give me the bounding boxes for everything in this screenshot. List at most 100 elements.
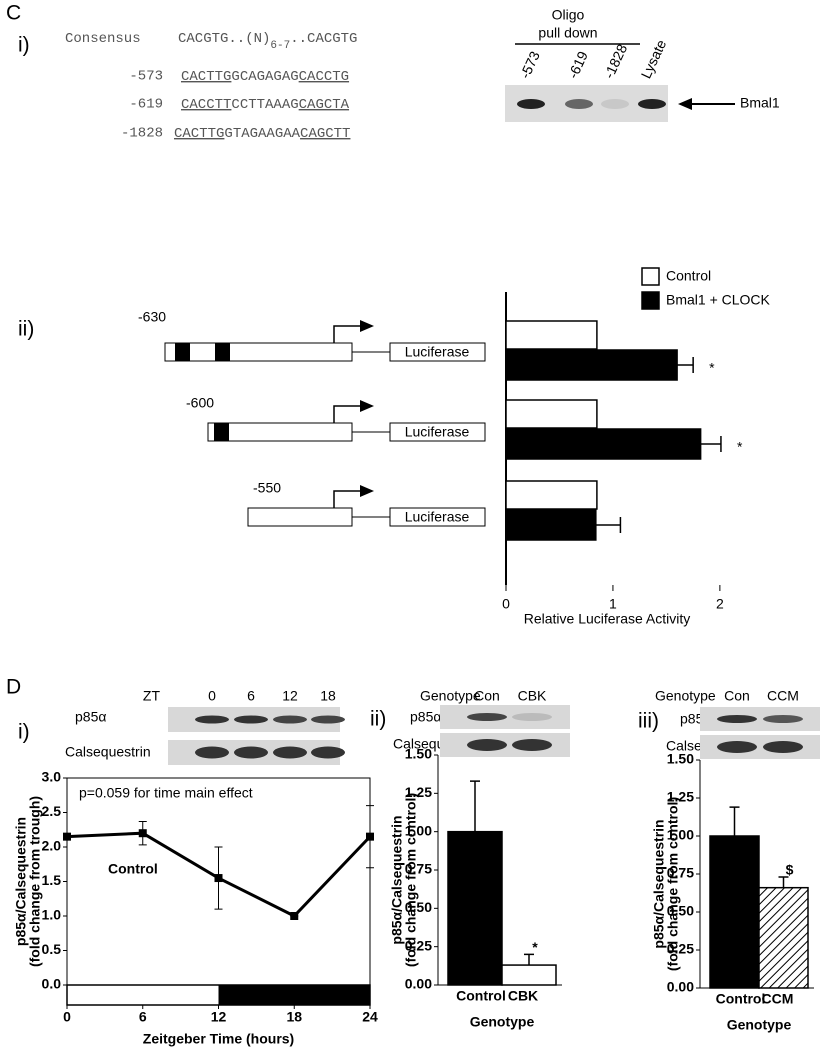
band [273, 715, 307, 724]
significance: * [737, 439, 743, 455]
x-tick-label: 18 [286, 1009, 302, 1025]
y-tick-label: 0.5 [42, 941, 62, 957]
band [638, 99, 666, 109]
lane-label: -619 [565, 48, 591, 80]
band [467, 713, 507, 721]
tss-arrow [333, 490, 362, 508]
reporter [389, 342, 486, 362]
point [63, 832, 71, 841]
lane-label: -573 [517, 48, 543, 80]
band-label: Bmal1 [740, 95, 780, 111]
legend-swatch [641, 267, 660, 286]
band [311, 715, 345, 724]
blot-header: ZT [143, 688, 161, 704]
blot-column: 0 [208, 688, 216, 704]
e-box [175, 343, 190, 361]
point [214, 874, 223, 883]
y-tick-label: 1.0 [42, 907, 62, 923]
point [138, 829, 147, 838]
panel-label: D [6, 676, 21, 699]
error-bar [700, 436, 722, 452]
bar [447, 830, 503, 986]
bar [505, 349, 678, 381]
blot-column: CBK [518, 688, 547, 704]
lane-label: -1828 [601, 41, 631, 80]
seq-part: CACCTG [299, 69, 349, 85]
legend-swatch [641, 291, 660, 310]
bar [505, 480, 598, 510]
seq-part: CAGCTT [300, 126, 350, 142]
y-axis-title: p85α/Calsequestrin [651, 819, 667, 948]
band [517, 99, 545, 109]
e-box [215, 343, 230, 361]
error-bar [524, 953, 534, 966]
blot-row: p85α [410, 709, 441, 725]
seq-part: GTAGAAGAA [224, 126, 300, 142]
construct-start: -550 [253, 480, 281, 496]
y-tick-label: 1.00 [667, 827, 694, 843]
y-tick-label: 1.00 [405, 822, 432, 838]
dark-period [218, 985, 370, 1005]
arrow-head [678, 98, 692, 110]
legend-label: Control [666, 268, 711, 284]
band [273, 746, 307, 759]
x-axis-title: Relative Luciferase Activity [524, 611, 691, 627]
tss-arrow [333, 325, 362, 343]
e-box [214, 423, 229, 441]
consensus-seq: ..CACGTG [290, 31, 357, 47]
band [512, 739, 552, 751]
y-tick-label: 0.50 [405, 899, 432, 915]
tss-arrow-head [360, 485, 374, 497]
seq-part: CAGCTA [299, 97, 350, 113]
part-label: ii) [18, 318, 34, 341]
reporter-label: Luciferase [405, 344, 470, 360]
y-axis-title: p85α/Calsequestrin [13, 817, 29, 946]
construct-start: -630 [138, 309, 166, 325]
y-tick-label: 2.0 [42, 838, 62, 854]
error-bar [778, 876, 789, 888]
construct-start: -600 [186, 395, 214, 411]
reporter [389, 507, 486, 527]
y-tick-label: 1.50 [405, 746, 432, 762]
bar [758, 886, 809, 989]
band [763, 715, 803, 723]
blot-column: 12 [282, 688, 298, 704]
annotation: p=0.059 for time main effect [79, 785, 253, 801]
part-label: i) [18, 34, 30, 57]
x-tick-label: 24 [362, 1009, 378, 1025]
blot-column: 6 [247, 688, 255, 704]
band [717, 715, 757, 723]
seq-part: CCTTAAAG [231, 97, 298, 113]
x-tick-label: 12 [211, 1009, 227, 1025]
y-axis-title: (fold change from trough) [27, 796, 43, 967]
y-tick-label: 1.50 [667, 751, 694, 767]
band [763, 741, 803, 753]
sequence: CACTTGGCAGAGAGCACCTG [181, 69, 349, 85]
blot-column: CCM [767, 688, 799, 704]
legend-label: Bmal1 + CLOCK [666, 292, 771, 308]
seq-part: CACCTT [181, 97, 231, 113]
band [467, 739, 507, 751]
y-axis-title: p85α/Calsequestrin [389, 815, 405, 944]
part-label: i) [18, 721, 30, 744]
error-bar [595, 517, 622, 533]
y-tick-label: 0.25 [667, 941, 694, 957]
sequence: CACCTTCCTTAAAGCAGCTA [181, 97, 350, 113]
band [565, 99, 593, 109]
band [234, 746, 268, 759]
blot-title: pull down [538, 25, 597, 41]
y-axis-title: (fold change from control) [403, 793, 419, 967]
bar [505, 509, 597, 541]
y-tick-label: 0.75 [667, 865, 694, 881]
x-tick-label: Control [456, 988, 506, 1004]
consensus-seq: CACGTG..(N) [178, 31, 270, 47]
bar [505, 428, 702, 460]
y-tick-label: 1.5 [42, 872, 62, 888]
error-bar [470, 780, 480, 832]
x-tick-label: Control [716, 991, 766, 1007]
point [290, 912, 299, 920]
bar [501, 964, 557, 986]
bar [505, 320, 598, 350]
consensus: Consensus CACGTG..(N)6-7..CACGTG [65, 31, 357, 52]
